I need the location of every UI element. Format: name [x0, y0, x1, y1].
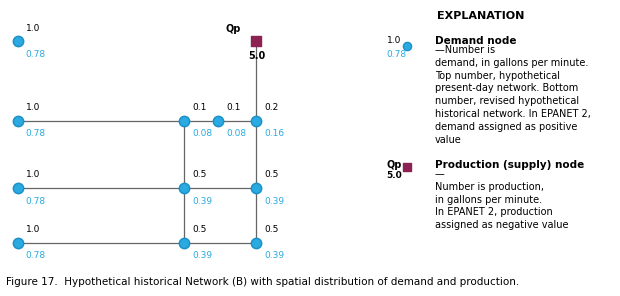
Text: 1.0: 1.0 — [26, 103, 40, 112]
Text: Demand node: Demand node — [435, 36, 516, 46]
Point — [402, 165, 412, 170]
Text: 0.39: 0.39 — [264, 251, 284, 260]
Text: 0.08: 0.08 — [192, 129, 213, 139]
Text: 0.5: 0.5 — [192, 225, 206, 234]
Text: 0.1: 0.1 — [192, 103, 206, 112]
Text: 1.0: 1.0 — [26, 225, 40, 234]
Text: 0.78: 0.78 — [26, 129, 46, 139]
Text: 0.16: 0.16 — [264, 129, 284, 139]
Point — [179, 118, 189, 123]
Text: 1.0: 1.0 — [387, 36, 401, 45]
Text: —
Number is production,
in gallons per minute.
In EPANET 2, production
assigned : — Number is production, in gallons per m… — [435, 169, 569, 230]
Text: 0.5: 0.5 — [264, 170, 278, 179]
Text: 0.78: 0.78 — [387, 50, 407, 59]
Text: 0.1: 0.1 — [226, 103, 241, 112]
Point — [12, 240, 22, 245]
Text: 0.08: 0.08 — [226, 129, 246, 139]
Point — [12, 186, 22, 190]
Text: EXPLANATION: EXPLANATION — [437, 12, 525, 21]
Point — [251, 118, 261, 123]
Text: Qp: Qp — [387, 160, 402, 170]
Text: 0.39: 0.39 — [264, 197, 284, 206]
Text: 5.0: 5.0 — [248, 51, 265, 61]
Text: 0.5: 0.5 — [264, 225, 278, 234]
Text: Figure 17.  Hypothetical historical Network (B) with spatial distribution of dem: Figure 17. Hypothetical historical Netwo… — [6, 277, 520, 287]
Point — [402, 44, 412, 49]
Text: —Number is
demand, in gallons per minute.
Top number, hypothetical
present-day n: —Number is demand, in gallons per minute… — [435, 45, 591, 144]
Text: Production (supply) node: Production (supply) node — [435, 160, 584, 170]
Text: 0.78: 0.78 — [26, 50, 46, 59]
Point — [12, 118, 22, 123]
Point — [12, 39, 22, 44]
Text: 0.78: 0.78 — [26, 197, 46, 206]
Text: 5.0: 5.0 — [387, 170, 402, 180]
Point — [179, 240, 189, 245]
Text: 0.5: 0.5 — [192, 170, 206, 179]
Text: Qp: Qp — [226, 24, 241, 34]
Text: 0.78: 0.78 — [26, 251, 46, 260]
Text: 0.39: 0.39 — [192, 251, 213, 260]
Point — [251, 240, 261, 245]
Text: 0.39: 0.39 — [192, 197, 213, 206]
Point — [251, 186, 261, 190]
Text: 1.0: 1.0 — [26, 170, 40, 179]
Point — [213, 118, 223, 123]
Text: 1.0: 1.0 — [26, 23, 40, 33]
Text: 0.2: 0.2 — [264, 103, 278, 112]
Point — [251, 39, 261, 44]
Point — [179, 186, 189, 190]
